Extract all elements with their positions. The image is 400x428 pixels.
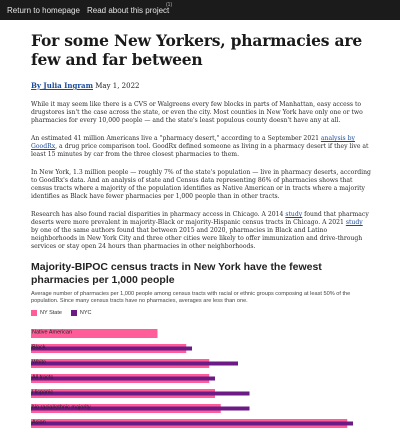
- category-label: All tracts: [32, 374, 53, 380]
- legend-item-nyc: NYC: [70, 309, 92, 316]
- category-label: White: [32, 359, 46, 365]
- bar-nyc[interactable]: [31, 361, 238, 366]
- bar-nyc[interactable]: [31, 346, 192, 351]
- about-project-link[interactable]: Read about this project: [87, 6, 170, 15]
- paragraph-pharmacy-desert: An estimated 41 million Americans live a…: [31, 135, 371, 159]
- study-2021-link[interactable]: study: [345, 219, 363, 226]
- chart-subtitle: Average number of pharmacies per 1,000 p…: [31, 291, 351, 305]
- publish-date: May 1, 2022: [95, 82, 140, 90]
- return-to-homepage-link[interactable]: Return to homepage: [7, 6, 80, 15]
- legend-swatch-ny-state: [31, 309, 37, 316]
- bar-nyc[interactable]: [31, 421, 353, 426]
- article-title: For some New Yorkers, pharmacies are few…: [31, 31, 362, 69]
- paragraph-text: An estimated 41 million Americans live a…: [31, 135, 321, 142]
- category-label: Black: [32, 344, 46, 350]
- legend-swatch-nyc: [70, 309, 77, 316]
- paragraph-text: found that pharmacy deserts were more pr…: [31, 211, 369, 226]
- chart-title: Majority-BIPOC census tracts in New York…: [31, 261, 322, 286]
- bar-chart: Native American Black White All tracts Hispa…: [31, 328, 353, 428]
- top-nav-bar: Return to homepage Read about this proje…: [0, 0, 400, 20]
- bar-ny-state[interactable]: [31, 328, 158, 338]
- byline: By Julia Ingram May 1, 2022: [31, 81, 371, 91]
- paragraph-research: Research has also found racial dispariti…: [31, 211, 371, 251]
- legend-label-nyc: NYC: [79, 309, 92, 316]
- paragraph-intro: While it may seem like there is a CVS or…: [31, 101, 363, 124]
- study-2014-link[interactable]: study: [285, 211, 303, 218]
- nav-superscript: (1): [166, 2, 173, 8]
- paragraph-text: , a drug price comparison tool. GoodRx d…: [31, 143, 369, 158]
- paragraph-new-york-stats: In New York, 1.3 million people — roughl…: [31, 169, 371, 200]
- goodrx-analysis-link[interactable]: analysis by GoodRx: [31, 135, 355, 150]
- category-label: Native American: [32, 329, 72, 335]
- chart-legend: NY State NYC: [31, 309, 371, 316]
- article: For some New Yorkers, pharmacies are few…: [31, 20, 371, 428]
- author-link[interactable]: By Julia Ingram: [31, 81, 94, 90]
- paragraph-text: by one of the same authors found that be…: [31, 227, 363, 250]
- legend-label-ny-state: NY State: [40, 309, 62, 316]
- legend-item-ny-state: NY State: [31, 309, 62, 316]
- paragraph-text: Research has also found racial dispariti…: [31, 211, 286, 218]
- bar-nyc[interactable]: [31, 376, 215, 381]
- category-label: Asian: [32, 419, 46, 425]
- category-label: No racial/ethnic majority: [32, 404, 91, 410]
- category-label: Hispanic: [32, 389, 53, 395]
- bar-nyc[interactable]: [31, 391, 250, 396]
